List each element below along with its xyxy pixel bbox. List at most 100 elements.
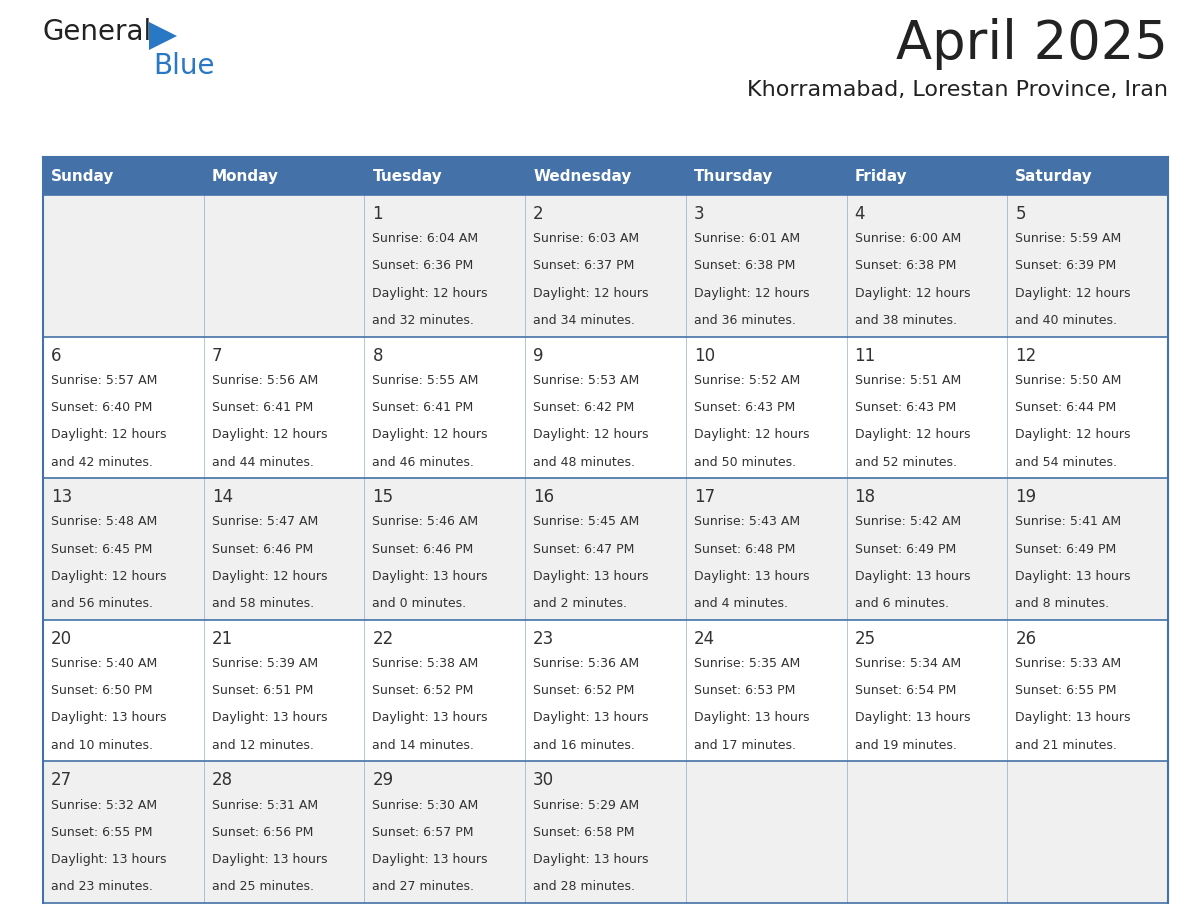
Text: Daylight: 13 hours: Daylight: 13 hours	[372, 853, 488, 866]
Text: Saturday: Saturday	[1016, 169, 1093, 184]
Text: and 21 minutes.: and 21 minutes.	[1016, 739, 1117, 752]
Text: Daylight: 12 hours: Daylight: 12 hours	[51, 570, 166, 583]
Text: and 8 minutes.: and 8 minutes.	[1016, 597, 1110, 610]
Text: Daylight: 13 hours: Daylight: 13 hours	[372, 570, 488, 583]
Text: Daylight: 13 hours: Daylight: 13 hours	[694, 711, 809, 724]
Text: 9: 9	[533, 347, 544, 364]
Bar	[525, 620, 685, 761]
Text: Sunrise: 5:40 AM: Sunrise: 5:40 AM	[51, 657, 157, 670]
Text: 15: 15	[372, 488, 393, 506]
Text: Sunset: 6:41 PM: Sunset: 6:41 PM	[372, 401, 474, 414]
Text: Daylight: 13 hours: Daylight: 13 hours	[1016, 711, 1131, 724]
Text: Tuesday: Tuesday	[372, 169, 442, 184]
Text: Sunset: 6:38 PM: Sunset: 6:38 PM	[854, 260, 956, 273]
Bar	[203, 478, 365, 620]
Text: Sunrise: 5:33 AM: Sunrise: 5:33 AM	[1016, 657, 1121, 670]
Bar	[203, 761, 365, 903]
Text: Daylight: 12 hours: Daylight: 12 hours	[372, 286, 488, 299]
Text: Sunrise: 5:42 AM: Sunrise: 5:42 AM	[854, 515, 961, 529]
Text: and 38 minutes.: and 38 minutes.	[854, 314, 956, 327]
Bar	[365, 761, 525, 903]
Text: Friday: Friday	[854, 169, 908, 184]
Text: Sunrise: 5:41 AM: Sunrise: 5:41 AM	[1016, 515, 1121, 529]
Text: Sunset: 6:43 PM: Sunset: 6:43 PM	[694, 401, 795, 414]
Bar	[525, 478, 685, 620]
Bar	[847, 761, 1007, 903]
Text: Sunrise: 6:01 AM: Sunrise: 6:01 AM	[694, 232, 800, 245]
Text: and 27 minutes.: and 27 minutes.	[372, 880, 474, 893]
Text: and 19 minutes.: and 19 minutes.	[854, 739, 956, 752]
Text: 27: 27	[51, 771, 72, 789]
Text: 11: 11	[854, 347, 876, 364]
Text: Sunrise: 5:59 AM: Sunrise: 5:59 AM	[1016, 232, 1121, 245]
Bar	[43, 761, 203, 903]
Text: Sunset: 6:43 PM: Sunset: 6:43 PM	[854, 401, 956, 414]
Text: Daylight: 13 hours: Daylight: 13 hours	[211, 853, 327, 866]
Text: and 40 minutes.: and 40 minutes.	[1016, 314, 1117, 327]
Text: Blue: Blue	[153, 52, 215, 80]
Text: Sunset: 6:56 PM: Sunset: 6:56 PM	[211, 826, 314, 839]
Text: Sunrise: 5:45 AM: Sunrise: 5:45 AM	[533, 515, 639, 529]
Text: 23: 23	[533, 630, 555, 648]
Text: 22: 22	[372, 630, 393, 648]
Bar	[43, 195, 203, 337]
Text: 6: 6	[51, 347, 62, 364]
Text: Sunset: 6:45 PM: Sunset: 6:45 PM	[51, 543, 152, 555]
Text: Sunset: 6:36 PM: Sunset: 6:36 PM	[372, 260, 474, 273]
Text: Daylight: 13 hours: Daylight: 13 hours	[533, 853, 649, 866]
Bar	[203, 157, 365, 195]
Text: Sunrise: 5:52 AM: Sunrise: 5:52 AM	[694, 374, 800, 386]
Text: Daylight: 12 hours: Daylight: 12 hours	[694, 286, 809, 299]
Text: Sunset: 6:48 PM: Sunset: 6:48 PM	[694, 543, 795, 555]
Bar	[43, 337, 203, 478]
Bar	[847, 157, 1007, 195]
Text: Daylight: 13 hours: Daylight: 13 hours	[211, 711, 327, 724]
Text: Sunset: 6:46 PM: Sunset: 6:46 PM	[372, 543, 474, 555]
Text: Daylight: 12 hours: Daylight: 12 hours	[854, 286, 971, 299]
Text: and 42 minutes.: and 42 minutes.	[51, 455, 153, 468]
Text: and 25 minutes.: and 25 minutes.	[211, 880, 314, 893]
Text: Sunset: 6:49 PM: Sunset: 6:49 PM	[854, 543, 956, 555]
Text: Sunset: 6:47 PM: Sunset: 6:47 PM	[533, 543, 634, 555]
Text: and 58 minutes.: and 58 minutes.	[211, 597, 314, 610]
Text: 20: 20	[51, 630, 72, 648]
Text: Sunrise: 5:30 AM: Sunrise: 5:30 AM	[372, 799, 479, 812]
Bar	[203, 337, 365, 478]
Text: and 44 minutes.: and 44 minutes.	[211, 455, 314, 468]
Text: General: General	[43, 18, 152, 46]
Text: Sunset: 6:57 PM: Sunset: 6:57 PM	[372, 826, 474, 839]
Text: Sunset: 6:39 PM: Sunset: 6:39 PM	[1016, 260, 1117, 273]
Text: 3: 3	[694, 205, 704, 223]
Text: Sunset: 6:46 PM: Sunset: 6:46 PM	[211, 543, 312, 555]
Text: Daylight: 13 hours: Daylight: 13 hours	[854, 711, 971, 724]
Text: Sunrise: 5:43 AM: Sunrise: 5:43 AM	[694, 515, 800, 529]
Text: 21: 21	[211, 630, 233, 648]
Text: and 46 minutes.: and 46 minutes.	[372, 455, 474, 468]
Bar	[1007, 761, 1168, 903]
Bar	[685, 478, 847, 620]
Text: Daylight: 12 hours: Daylight: 12 hours	[1016, 286, 1131, 299]
Bar	[365, 337, 525, 478]
Text: Daylight: 12 hours: Daylight: 12 hours	[211, 429, 327, 442]
Text: and 0 minutes.: and 0 minutes.	[372, 597, 467, 610]
Bar	[203, 195, 365, 337]
Text: Daylight: 13 hours: Daylight: 13 hours	[51, 711, 166, 724]
Text: 30: 30	[533, 771, 555, 789]
Text: Sunrise: 5:53 AM: Sunrise: 5:53 AM	[533, 374, 639, 386]
Text: Sunset: 6:42 PM: Sunset: 6:42 PM	[533, 401, 634, 414]
Text: Sunrise: 5:29 AM: Sunrise: 5:29 AM	[533, 799, 639, 812]
Text: and 34 minutes.: and 34 minutes.	[533, 314, 636, 327]
Bar	[365, 620, 525, 761]
Text: and 4 minutes.: and 4 minutes.	[694, 597, 788, 610]
Text: Sunrise: 5:35 AM: Sunrise: 5:35 AM	[694, 657, 800, 670]
Bar	[847, 337, 1007, 478]
Bar	[525, 195, 685, 337]
Text: 17: 17	[694, 488, 715, 506]
Text: Sunrise: 5:36 AM: Sunrise: 5:36 AM	[533, 657, 639, 670]
Text: Sunset: 6:55 PM: Sunset: 6:55 PM	[1016, 684, 1117, 698]
Text: Khorramabad, Lorestan Province, Iran: Khorramabad, Lorestan Province, Iran	[747, 80, 1168, 100]
Text: Sunset: 6:52 PM: Sunset: 6:52 PM	[533, 684, 634, 698]
Text: 12: 12	[1016, 347, 1037, 364]
Text: and 14 minutes.: and 14 minutes.	[372, 739, 474, 752]
Text: Daylight: 12 hours: Daylight: 12 hours	[694, 429, 809, 442]
